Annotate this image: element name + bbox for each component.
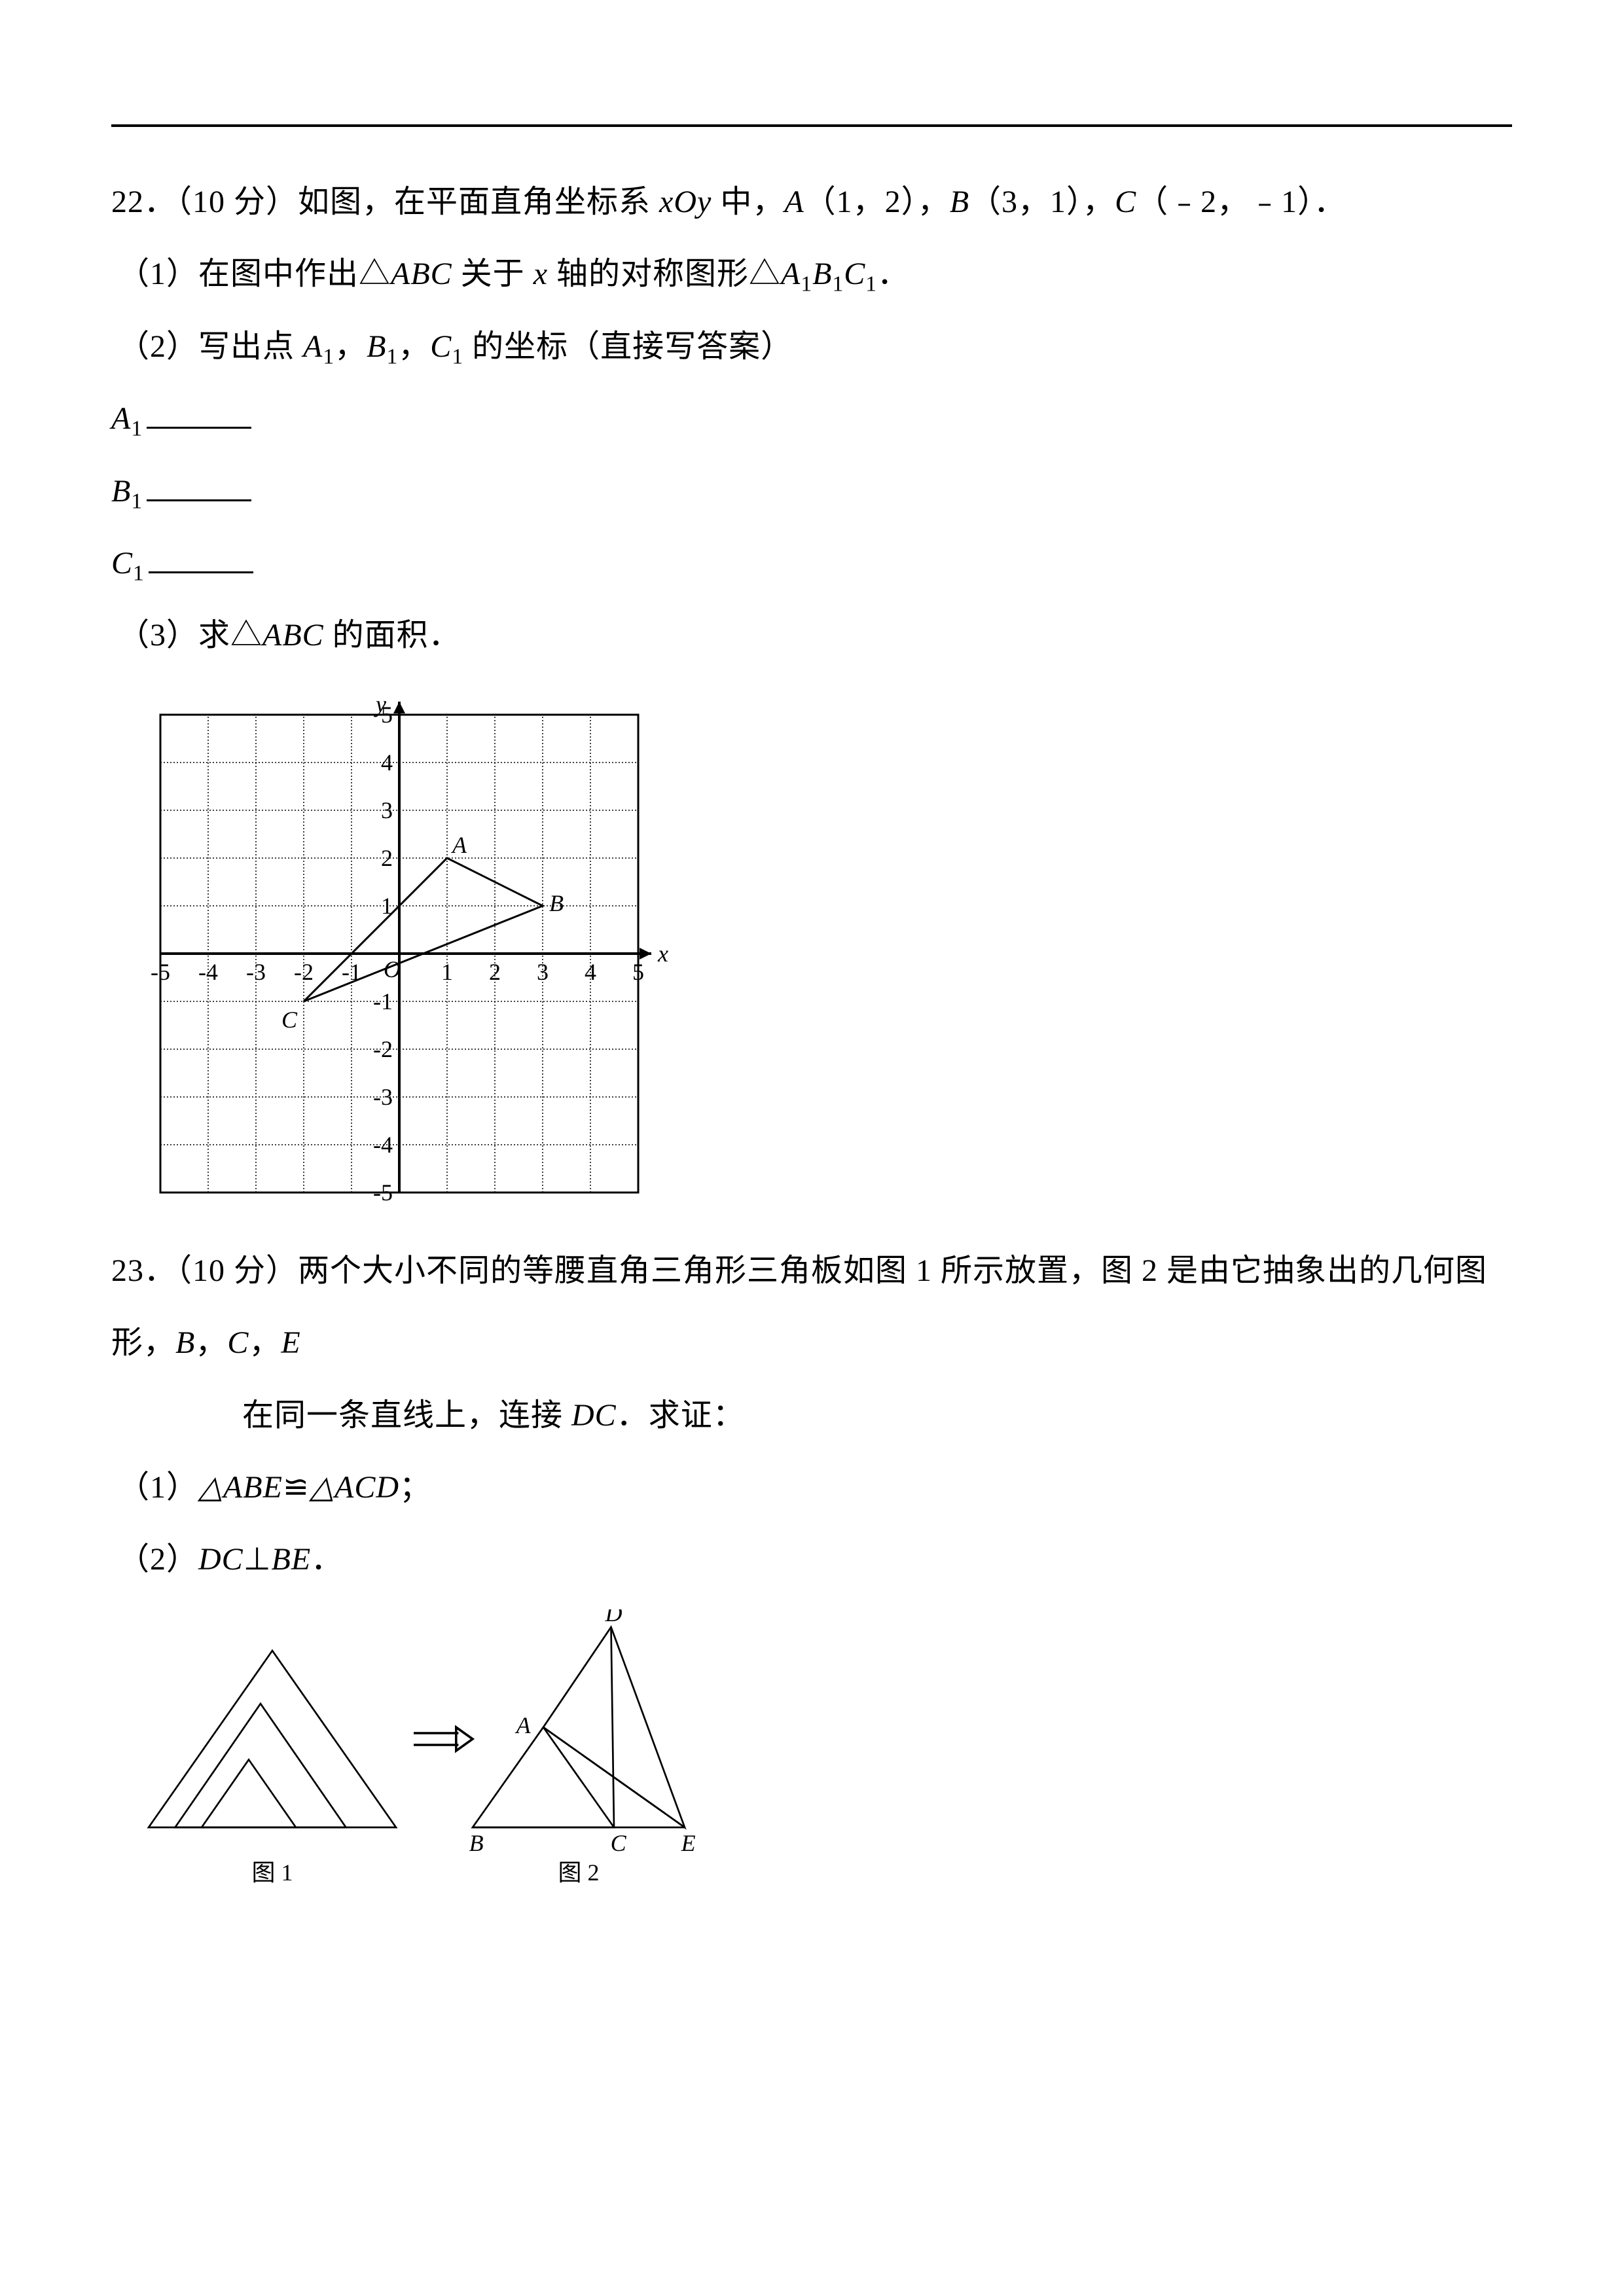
svg-text:-2: -2 bbox=[294, 959, 314, 985]
triangles-figure: B C E A D 图 1 图 2 bbox=[111, 1609, 740, 1963]
svg-text:2: 2 bbox=[381, 845, 393, 871]
svg-text:2: 2 bbox=[489, 959, 501, 985]
svg-text:x: x bbox=[657, 941, 668, 967]
svg-text:B: B bbox=[549, 890, 564, 916]
svg-text:-3: -3 bbox=[246, 959, 266, 985]
svg-text:-1: -1 bbox=[373, 988, 393, 1014]
svg-text:5: 5 bbox=[632, 959, 644, 985]
svg-text:图 2: 图 2 bbox=[558, 1859, 599, 1886]
svg-text:-2: -2 bbox=[373, 1036, 393, 1062]
svg-text:-3: -3 bbox=[373, 1084, 393, 1110]
svg-text:-4: -4 bbox=[198, 959, 218, 985]
svg-text:C: C bbox=[611, 1830, 627, 1856]
a1-input[interactable] bbox=[147, 395, 251, 429]
svg-text:-5: -5 bbox=[373, 1179, 393, 1206]
q22-part1: （1）在图中作出△ABC 关于 x 轴的对称图形△A1B1C1． bbox=[111, 238, 1512, 310]
q23-stem: 23．（10 分）两个大小不同的等腰直角三角形三角板如图 1 所示放置，图 2 … bbox=[111, 1235, 1512, 1380]
q23-part1: （1）△ABE≌△ACD； bbox=[111, 1452, 1512, 1524]
svg-text:3: 3 bbox=[381, 797, 393, 823]
c1-input[interactable] bbox=[149, 540, 253, 573]
b1-input[interactable] bbox=[147, 468, 251, 501]
svg-text:C: C bbox=[281, 1007, 298, 1033]
q22-part3: （3）求△ABC 的面积． bbox=[111, 600, 1512, 672]
coordinate-chart: -5-4-3-2-112345-5-4-3-2-112345OxyABC bbox=[111, 685, 687, 1209]
svg-text:1: 1 bbox=[441, 959, 453, 985]
q23-number: 23． bbox=[111, 1253, 176, 1288]
svg-text:E: E bbox=[681, 1830, 696, 1856]
svg-text:图 1: 图 1 bbox=[251, 1859, 293, 1886]
svg-text:-5: -5 bbox=[151, 959, 170, 985]
q23-part2: （2）DC⊥BE． bbox=[111, 1524, 1512, 1596]
q22-c1-blank: C1 bbox=[111, 528, 1512, 600]
svg-text:-4: -4 bbox=[373, 1132, 393, 1158]
svg-text:D: D bbox=[605, 1609, 623, 1626]
q22-a1-blank: A1 bbox=[111, 383, 1512, 455]
svg-text:4: 4 bbox=[381, 749, 393, 776]
svg-text:A: A bbox=[515, 1712, 532, 1738]
svg-text:B: B bbox=[469, 1830, 484, 1856]
q22-stem: 22．（10 分）如图，在平面直角坐标系 xOy 中，A（1，2），B（3，1）… bbox=[111, 166, 1512, 238]
q23-stem-cont: 在同一条直线上，连接 DC．求证： bbox=[111, 1380, 1512, 1452]
svg-text:-1: -1 bbox=[342, 959, 361, 985]
xoy: xOy bbox=[659, 185, 712, 219]
q22-b1-blank: B1 bbox=[111, 456, 1512, 528]
svg-text:y: y bbox=[374, 691, 386, 717]
q22-part2: （2）写出点 A1，B1，C1 的坐标（直接写答案） bbox=[111, 311, 1512, 383]
q22-number: 22． bbox=[111, 185, 176, 219]
svg-text:4: 4 bbox=[585, 959, 596, 985]
svg-text:A: A bbox=[451, 832, 467, 858]
svg-text:3: 3 bbox=[537, 959, 549, 985]
